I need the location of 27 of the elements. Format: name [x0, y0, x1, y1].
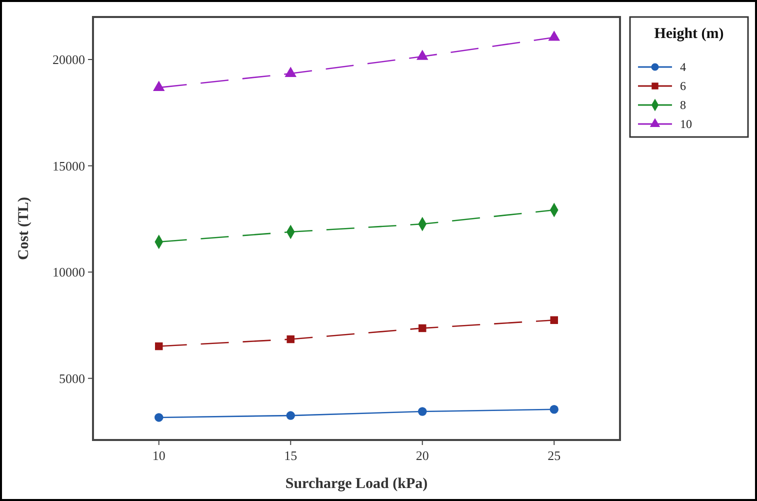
point — [155, 342, 163, 350]
x-tick-label: 25 — [548, 448, 561, 463]
x-tick-label: 15 — [284, 448, 298, 463]
y-axis-title: Cost (TL) — [16, 197, 32, 260]
point — [284, 66, 297, 77]
point — [286, 335, 294, 344]
x-axis-title: Surcharge Load (kPa) — [285, 476, 428, 492]
point — [416, 50, 428, 60]
legend-label: 6 — [680, 79, 686, 94]
point — [418, 407, 427, 416]
point — [418, 324, 426, 332]
legend-label: 4 — [680, 60, 686, 74]
y-tick-label: 5000 — [59, 370, 85, 386]
legend-label: 10 — [680, 117, 692, 132]
y-tick-label: 15000 — [52, 158, 85, 174]
point — [548, 30, 560, 41]
point — [286, 411, 295, 420]
point — [550, 316, 558, 324]
point — [152, 80, 165, 91]
y-tick-label: 10000 — [52, 264, 85, 280]
x-tick-label: 20 — [416, 448, 429, 463]
y-tick-label: 20000 — [52, 52, 85, 68]
legend-label: 8 — [680, 98, 686, 112]
point — [550, 405, 558, 414]
point — [154, 413, 164, 422]
x-tick-label: 10 — [152, 448, 166, 463]
legend-title: Height (m) — [654, 26, 724, 42]
